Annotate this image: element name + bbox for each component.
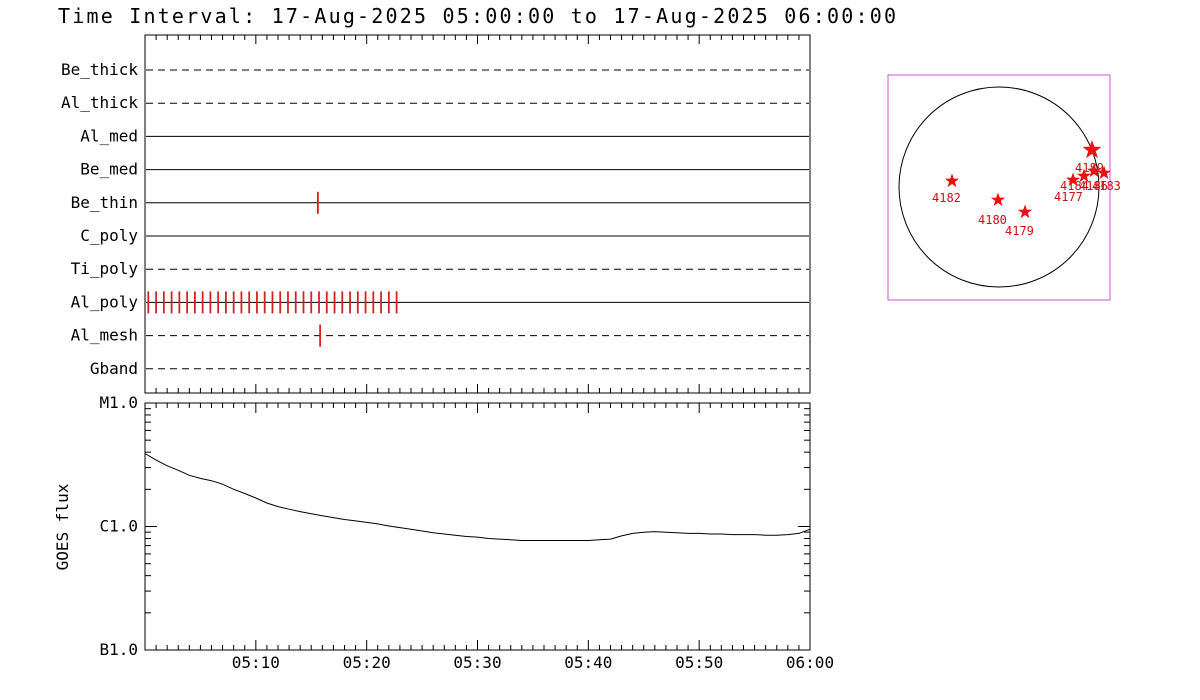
- goes-x-tick-label: 05:40: [564, 653, 612, 672]
- goes-y-tick-label: B1.0: [99, 640, 138, 659]
- active-region-star: [944, 173, 960, 188]
- active-region-label: 4183: [1092, 179, 1121, 193]
- active-region-label: 4180: [978, 213, 1007, 227]
- goes-x-tick-label: 05:10: [232, 653, 280, 672]
- filter-row-label: Al_poly: [71, 292, 139, 311]
- active-region-label: 4177: [1054, 190, 1083, 204]
- active-region-label: 4186: [1079, 179, 1108, 193]
- goes-panel-border: [144, 402, 811, 651]
- filter-row-label: Be_thick: [61, 60, 138, 79]
- active-region-star: [1082, 140, 1102, 159]
- active-region-star: [1017, 204, 1033, 219]
- goes-x-tick-label: 06:00: [786, 653, 834, 672]
- filter-row-label: Gband: [90, 359, 138, 378]
- filter-row-label: Be_thin: [71, 193, 138, 212]
- goes-x-tick-label: 05:20: [343, 653, 391, 672]
- goes-y-tick-label: C1.0: [99, 517, 138, 536]
- filter-row-label: Al_med: [80, 126, 138, 145]
- filter-row-label: Ti_poly: [71, 259, 139, 278]
- filter-row-label: Al_thick: [61, 93, 138, 112]
- filter-row-label: Al_mesh: [71, 326, 138, 345]
- active-region-star: [990, 192, 1006, 207]
- active-region-star: [1096, 165, 1112, 180]
- active-region-label: 4182: [932, 191, 961, 205]
- goes-x-tick-label: 05:50: [675, 653, 723, 672]
- active-region-star: [1086, 163, 1102, 178]
- inset-border: [887, 74, 1111, 301]
- active-region-label: 4189: [1075, 161, 1104, 175]
- active-region-label: 4184: [1060, 179, 1089, 193]
- active-region-star: [1065, 172, 1081, 187]
- filter-row-label: C_poly: [80, 226, 138, 245]
- solar-limb: [898, 86, 1100, 288]
- filter-row-label: Be_med: [80, 160, 138, 179]
- goes-flux-axis-title: GOES flux: [53, 483, 72, 570]
- goes-flux-curve: [144, 453, 811, 541]
- active-region-label: 4179: [1005, 224, 1034, 238]
- timeline-panel-border: [144, 34, 811, 394]
- time-interval-title: Time Interval: 17-Aug-2025 05:00:00 to 1…: [58, 4, 899, 28]
- active-region-star: [1076, 168, 1092, 183]
- goes-x-tick-label: 05:30: [453, 653, 501, 672]
- goes-y-tick-label: M1.0: [99, 393, 138, 412]
